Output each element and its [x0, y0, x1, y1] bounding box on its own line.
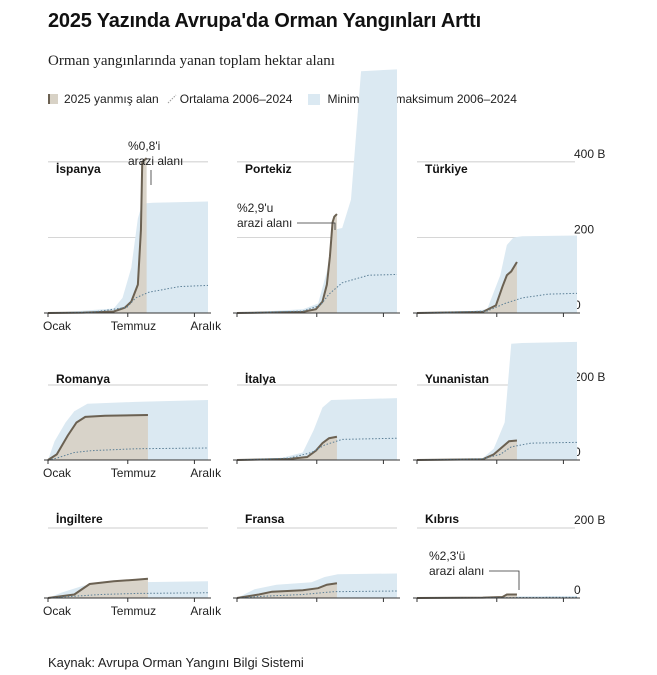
- x-tick-label: Aralık: [190, 466, 222, 480]
- annotation-leader: [489, 570, 520, 590]
- range-band: [48, 201, 208, 313]
- range-band: [417, 341, 577, 460]
- y-tick-label: 0: [574, 445, 581, 459]
- source-note: Kaynak: Avrupa Orman Yangını Bilgi Siste…: [48, 655, 304, 670]
- annotation-text: %2,9'u: [237, 201, 273, 215]
- y-tick-label: 200 B: [574, 370, 605, 384]
- panel-country-label: Fransa: [245, 512, 285, 526]
- annotation-text: arazi alanı: [429, 564, 484, 578]
- x-tick-label: Ocak: [43, 466, 72, 480]
- chart-title: 2025 Yazında Avrupa'da Orman Yangınları …: [48, 10, 481, 32]
- current-line: [47, 414, 148, 461]
- x-tick-label: Temmuz: [111, 466, 156, 480]
- average-line: [416, 292, 578, 314]
- x-tick-label: Aralık: [190, 604, 222, 618]
- x-tick-label: Ocak: [43, 604, 72, 618]
- panel-country-label: Kıbrıs: [425, 512, 459, 526]
- range-band: [237, 69, 397, 313]
- range-band: [417, 235, 577, 313]
- y-tick-label: 400 B: [574, 147, 605, 161]
- current-line: [416, 261, 518, 314]
- current-area: [48, 578, 148, 598]
- panel-country-label: Yunanistan: [425, 372, 489, 386]
- average-line: [416, 441, 578, 461]
- legend-swatch-average: [167, 94, 177, 104]
- current-area: [237, 214, 337, 313]
- x-tick-label: Temmuz: [111, 604, 156, 618]
- legend-item-average: Ortalama 2006–2024: [167, 92, 293, 106]
- average-line: [236, 437, 398, 461]
- current-line: [47, 157, 148, 314]
- y-tick-label: 200 B: [574, 513, 605, 527]
- panel-2: Türkiye 400 B 200 0: [413, 147, 605, 317]
- current-area: [417, 262, 517, 313]
- average-line: [236, 590, 398, 599]
- legend-swatch-current: [48, 94, 58, 104]
- panel-3: Romanya Ocak Temmuz Aralık: [43, 372, 222, 480]
- panel-country-label: Romanya: [56, 372, 110, 386]
- current-area: [48, 415, 148, 460]
- x-tick-label: Ocak: [43, 319, 72, 333]
- chart-subtitle: Orman yangınlarında yanan toplam hektar …: [48, 53, 335, 69]
- panel-country-label: Portekiz: [245, 162, 292, 176]
- average-line: [236, 273, 398, 314]
- panel-4: İtalya: [233, 371, 400, 464]
- current-area: [417, 440, 517, 460]
- legend-label-current: 2025 yanmış alan: [64, 92, 159, 106]
- y-tick-label: 0: [574, 298, 581, 312]
- current-line: [47, 577, 149, 599]
- x-tick-label: Temmuz: [111, 319, 156, 333]
- y-tick-label: 200: [574, 222, 594, 236]
- range-band: [237, 398, 397, 460]
- annotation-text: arazi alanı: [128, 154, 183, 168]
- panel-7: Fransa: [233, 512, 400, 602]
- legend-label-average: Ortalama 2006–2024: [179, 92, 293, 106]
- legend-item-current: 2025 yanmış alan: [48, 92, 159, 106]
- annotation-text: arazi alanı: [237, 216, 292, 230]
- average-line: [47, 447, 209, 461]
- panel-country-label: İspanya: [56, 161, 101, 176]
- average-line: [47, 592, 209, 599]
- y-tick-label: 0: [574, 583, 581, 597]
- current-line: [236, 213, 338, 314]
- panel-5: Yunanistan 200 B 0: [413, 341, 605, 464]
- current-line: [236, 435, 338, 461]
- panel-6: İngiltere Ocak Temmuz Aralık: [43, 511, 222, 618]
- annotation-leader: [297, 222, 336, 230]
- annotation-text: %0,8'i: [128, 139, 160, 153]
- current-line: [236, 582, 338, 599]
- average-line: [47, 284, 209, 314]
- legend-swatch-range: [308, 93, 321, 105]
- annotation-text: %2,3'ü: [429, 549, 465, 563]
- panel-country-label: İtalya: [245, 371, 276, 386]
- panel-country-label: Türkiye: [425, 162, 468, 176]
- current-line: [416, 439, 518, 461]
- x-tick-label: Aralık: [190, 319, 222, 333]
- panel-country-label: İngiltere: [56, 511, 103, 526]
